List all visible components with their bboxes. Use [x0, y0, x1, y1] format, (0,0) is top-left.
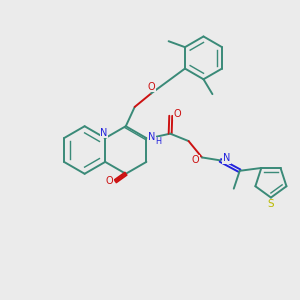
- Text: N: N: [100, 128, 107, 138]
- Text: H: H: [155, 137, 161, 146]
- Text: O: O: [173, 109, 181, 119]
- Text: O: O: [106, 176, 113, 186]
- Text: N: N: [223, 153, 230, 163]
- Text: N: N: [148, 132, 155, 142]
- Text: S: S: [268, 199, 274, 209]
- Text: O: O: [192, 155, 199, 165]
- Text: O: O: [148, 82, 155, 92]
